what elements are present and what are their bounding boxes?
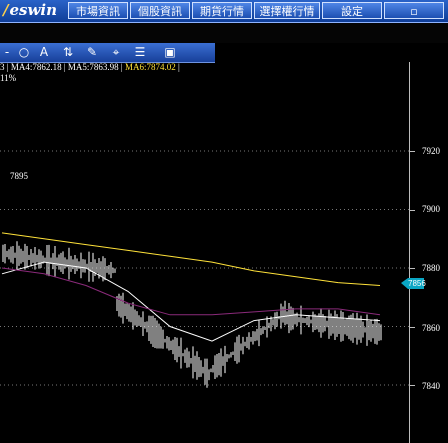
- tick-mark: [409, 210, 415, 211]
- menu-futures[interactable]: 期貨行情: [192, 2, 252, 19]
- ma5-value: MA5:7863.98: [67, 62, 119, 72]
- price-chart[interactable]: [0, 62, 448, 443]
- y-tick-label: 7900: [422, 204, 440, 214]
- menu-market-info[interactable]: 市場資訊: [68, 2, 128, 19]
- y-tick-label: 7880: [422, 263, 440, 273]
- toolbar-strip: [0, 23, 448, 43]
- ma-line-ma5: [1, 267, 381, 316]
- current-price-badge: 7856: [408, 278, 426, 289]
- menu-options[interactable]: 選擇權行情: [254, 2, 320, 19]
- toolbar-minus-button[interactable]: -: [4, 45, 10, 59]
- y-tick-label: 7840: [422, 381, 440, 391]
- menu-more[interactable]: ▫: [384, 2, 444, 19]
- ma6-value: MA6:7874.02: [124, 62, 176, 72]
- ma-line-ma6: [1, 232, 381, 286]
- candlesticks: [2, 241, 382, 388]
- tick-mark: [409, 268, 415, 269]
- toolbar-window-button[interactable]: ▣: [164, 45, 176, 59]
- menu-stock-info[interactable]: 個股資訊: [130, 2, 190, 19]
- moving-average-lines: [1, 232, 381, 342]
- eswin-logo[interactable]: /eswin: [3, 1, 57, 19]
- toolbar-circle-button[interactable]: ○: [18, 45, 30, 59]
- high-price-label: 7895: [10, 171, 28, 181]
- gridlines: [0, 150, 409, 386]
- toolbar-list-button[interactable]: ☰: [134, 45, 146, 59]
- chart-toolbar: - ○ A ⇅ ✎ ⌖ ☰ ▣: [0, 43, 215, 63]
- info-prefix: 3: [0, 62, 5, 72]
- top-menu-bar: /eswin 市場資訊 個股資訊 期貨行情 選擇權行情 設定 ▫: [0, 0, 448, 23]
- ma4-value: MA4:7862.18: [10, 62, 62, 72]
- toolbar-crosshair-button[interactable]: ⌖: [112, 45, 120, 59]
- ma-info-line: 3 | MA4:7862.18 | MA5:7863.98 | MA6:7874…: [0, 62, 180, 72]
- toolbar-pen-button[interactable]: ✎: [86, 45, 98, 59]
- tick-mark: [409, 385, 415, 386]
- menu-settings[interactable]: 設定: [322, 2, 382, 19]
- percent-label: 11%: [0, 73, 17, 83]
- toolbar-arrows-button[interactable]: ⇅: [62, 45, 74, 59]
- current-price-arrow: [401, 278, 408, 289]
- ma-line-ma4: [1, 261, 381, 342]
- tick-mark: [409, 151, 415, 152]
- price-axis: [409, 62, 410, 443]
- y-tick-label: 7860: [422, 323, 440, 333]
- tick-mark: [409, 327, 415, 328]
- toolbar-text-button[interactable]: A: [39, 45, 49, 59]
- y-tick-label: 7920: [422, 146, 440, 156]
